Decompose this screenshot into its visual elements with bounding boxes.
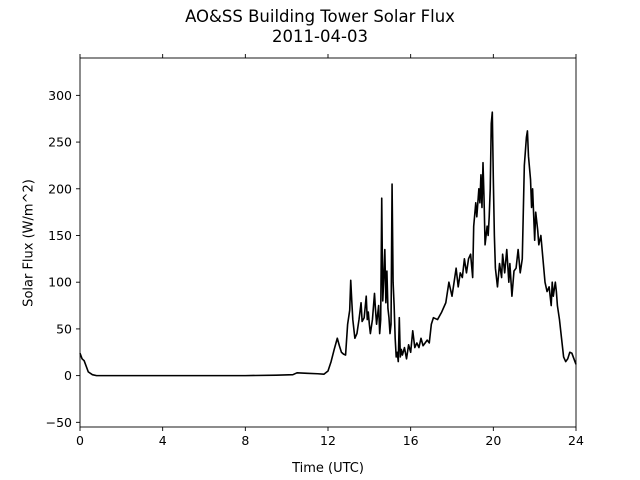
chart-subtitle: 2011-04-03 — [272, 27, 368, 46]
y-tick-label: 0 — [64, 368, 72, 383]
y-tick-label: 300 — [48, 88, 72, 103]
y-tick-label: 50 — [56, 321, 72, 336]
x-axis-label: Time (UTC) — [292, 461, 364, 476]
x-tick-label: 24 — [568, 433, 584, 448]
x-tick-label: 12 — [320, 433, 336, 448]
chart-marks: 0 4 8 12 16 20 24 −50 0 50 100 150 200 250 300 — [46, 54, 584, 448]
y-tick-label: 250 — [48, 135, 72, 150]
x-tick-label: 0 — [76, 433, 84, 448]
x-tick-label: 16 — [403, 433, 419, 448]
y-axis-label: Solar Flux (W/m^2) — [21, 179, 37, 307]
x-tick-label: 8 — [241, 433, 249, 448]
y-tick-label: 150 — [48, 228, 72, 243]
y-tick-label: −50 — [46, 415, 72, 430]
solar-flux-line — [79, 111, 577, 377]
y-tick-label: 200 — [48, 181, 72, 196]
x-tick-label: 4 — [159, 433, 167, 448]
x-tick-label: 20 — [485, 433, 501, 448]
plot-area — [80, 58, 576, 427]
chart-title: AO&SS Building Tower Solar Flux — [185, 7, 455, 26]
plot-frame — [79, 57, 577, 428]
y-tick-label: 100 — [48, 275, 72, 290]
